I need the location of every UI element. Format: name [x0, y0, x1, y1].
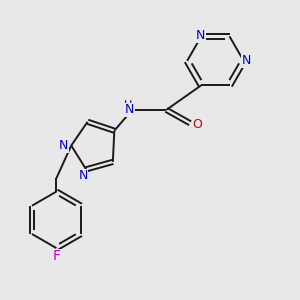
Text: F: F — [52, 249, 60, 263]
Text: H: H — [124, 100, 132, 110]
Text: N: N — [196, 29, 206, 42]
Text: O: O — [193, 118, 202, 131]
Text: N: N — [242, 54, 251, 67]
Text: N: N — [124, 103, 134, 116]
Text: N: N — [59, 139, 68, 152]
Text: N: N — [78, 169, 88, 182]
